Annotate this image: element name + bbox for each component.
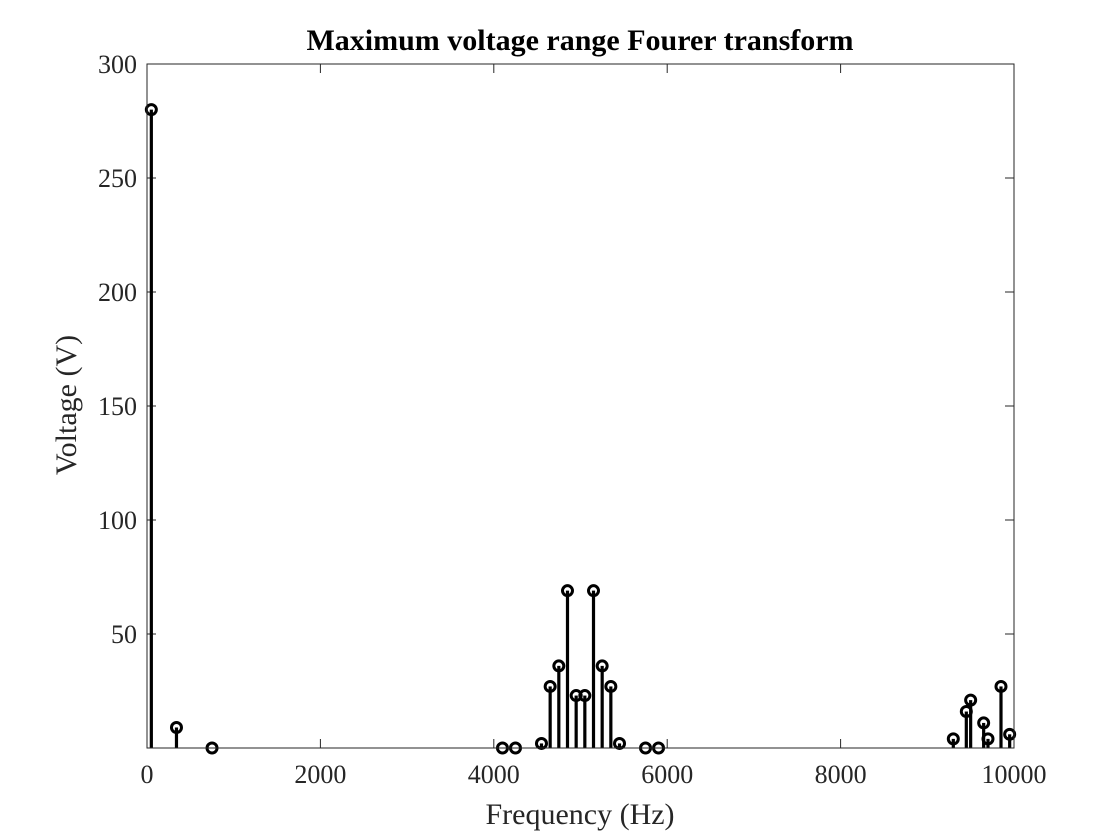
y-tick-label: 100 bbox=[98, 506, 137, 535]
data-point-marker bbox=[981, 732, 995, 746]
y-axis-label: Voltage (V) bbox=[50, 335, 83, 475]
data-point-marker bbox=[994, 679, 1008, 693]
data-stems bbox=[149, 109, 1012, 748]
data-point-marker bbox=[964, 693, 978, 707]
x-tick-label: 0 bbox=[141, 760, 154, 789]
x-tick-label: 6000 bbox=[641, 760, 693, 789]
y-tick-label: 50 bbox=[111, 620, 137, 649]
data-point-marker bbox=[169, 720, 183, 734]
data-point-marker bbox=[977, 716, 991, 730]
data-point-marker bbox=[595, 659, 609, 673]
data-point-marker bbox=[560, 584, 574, 598]
y-tick-label: 300 bbox=[98, 50, 137, 79]
chart-title: Maximum voltage range Fourer transform bbox=[306, 24, 853, 57]
data-point-marker bbox=[144, 103, 158, 117]
ticks: 0 2000 4000 6000 8000 10000 50 100 150 200 250 300 bbox=[98, 50, 1047, 789]
y-tick-label: 250 bbox=[98, 164, 137, 193]
data-point-marker bbox=[578, 689, 592, 703]
data-point-marker bbox=[543, 679, 557, 693]
x-axis-label: Frequency (Hz) bbox=[485, 798, 674, 831]
plot-area bbox=[147, 64, 1014, 748]
x-tick-label: 4000 bbox=[468, 760, 520, 789]
y-tick-label: 200 bbox=[98, 278, 137, 307]
x-tick-label: 10000 bbox=[982, 760, 1047, 789]
data-point-marker bbox=[1003, 727, 1017, 741]
y-tick-label: 150 bbox=[98, 392, 137, 421]
data-point-marker bbox=[604, 679, 618, 693]
x-tick-label: 2000 bbox=[294, 760, 346, 789]
x-tick-label: 8000 bbox=[815, 760, 867, 789]
axes-box bbox=[146, 63, 1015, 749]
data-point-marker bbox=[946, 732, 960, 746]
data-point-marker bbox=[587, 584, 601, 598]
data-point-marker bbox=[959, 705, 973, 719]
data-point-marker bbox=[552, 659, 566, 673]
